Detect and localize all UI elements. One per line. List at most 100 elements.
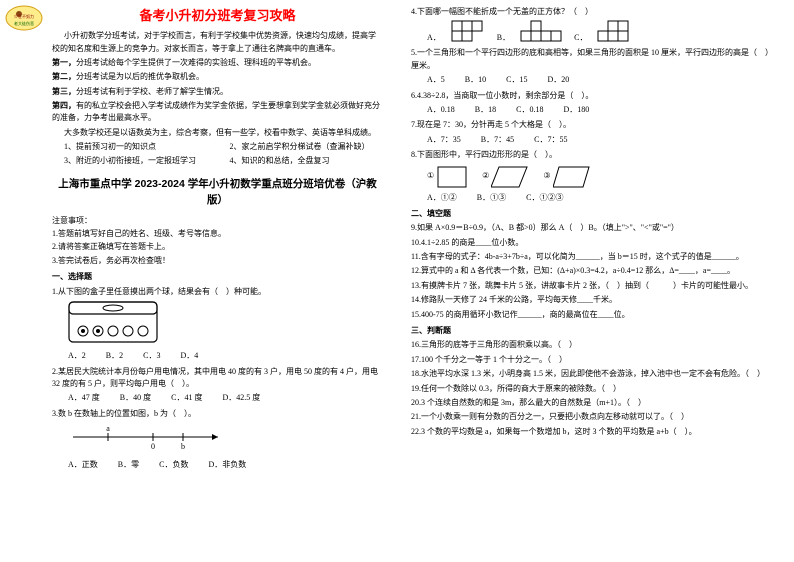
question-14: 14.修路队一天修了 24 千米的公路，平均每天修____千米。 [411, 294, 780, 306]
question-11: 11.含有字母的式子：4b-a÷3+7b÷a，可以化简为______，当 b＝1… [411, 251, 780, 263]
question-1: 1.从下图的盒子里任意摸出两个球，结果会有（ ）种可能。 [52, 286, 383, 298]
intro-p1: 小升初数学分班考试，对于学校而言，有利于学校集中优势资源，快速均匀成绩，提高学校… [52, 30, 383, 55]
rule2-label: 第二， [52, 72, 76, 81]
question-19: 19.任何一个数除以 0.3，所得的商大于原来的被除数。（ ） [411, 383, 780, 395]
notice-2: 2.请将答案正确填写在答题卡上。 [52, 241, 383, 253]
question-8: 8.下面图形中，平行四边形形的是（ ）。 [411, 149, 780, 161]
right-column: 4.下面哪一幅图不能折成一个无盖的正方体？（ ） A． B． C． [397, 0, 794, 562]
svg-text:少壮不努力: 少壮不努力 [14, 13, 34, 19]
section-1-head: 一、选择题 [52, 271, 383, 283]
q3-options: A．正数 B．零 C．负数 D．非负数 [68, 459, 383, 471]
question-7: 7.现在是 7：30，分针再走 5 个大格是（ ）。 [411, 119, 780, 131]
notice-header: 注意事项： [52, 215, 383, 227]
q4-net-b-icon [520, 20, 564, 44]
q6-opt-b: B．18 [475, 104, 496, 116]
q2-opt-a: A．47 度 [68, 392, 100, 404]
q1-opt-b: B．2 [106, 350, 123, 362]
question-5: 5.一个三角形和一个平行四边形的底和高相等，如果三角形的面积是 10 厘米，平行… [411, 47, 780, 72]
rule4-text: 有的私立学校会把入学考试成绩作为奖学金依据，学生要想拿到奖学金就必须做好充分的准… [52, 101, 380, 122]
rule2-text: 分班考试是为以后的推优争取机会。 [76, 72, 204, 81]
q3-opt-d: D．非负数 [208, 459, 246, 471]
svg-text:a: a [106, 424, 110, 433]
question-3: 3.数 b 在数轴上的位置如图，b 为（ ）。 [52, 408, 383, 420]
q5-opt-a: A．5 [427, 74, 445, 86]
logo-badge: 少壮不努力 老大徒伤悲 [4, 4, 44, 32]
q1-opt-a: A．2 [68, 350, 86, 362]
rule1-text: 分班考试给每个学生提供了一次难得的实验班、理科班的平等机会。 [76, 58, 316, 67]
q5-opt-b: B．10 [465, 74, 486, 86]
q5-opt-c: C．15 [506, 74, 527, 86]
q1-options: A．2 B．2 C．3 D．4 [68, 350, 383, 362]
notice-3: 3.答完试卷后，务必再次检查哦！ [52, 255, 383, 267]
question-4: 4.下面哪一幅图不能折成一个无盖的正方体？（ ） [411, 6, 780, 18]
q4-opt-c-label: C． [574, 32, 587, 44]
q8-opt-c: C．①②③ [526, 192, 563, 204]
q2-opt-b: B．40 度 [120, 392, 151, 404]
tip-4: 4、知识的和总结，全盘复习 [230, 155, 384, 167]
q3-opt-b: B．零 [118, 459, 139, 471]
rule-4: 第四，有的私立学校会把入学考试成绩作为奖学金依据，学生要想拿到奖学金就必须做好充… [52, 100, 383, 125]
q8-shape-2-icon [491, 165, 529, 189]
q1-figure [68, 301, 383, 347]
rule-1: 第一，分班考试给每个学生提供了一次难得的实验班、理科班的平等机会。 [52, 57, 383, 69]
header-title: 备考小升初分班考复习攻略 [52, 6, 383, 26]
q6-opt-d: D．180 [563, 104, 589, 116]
q8-shape-1-icon [436, 165, 468, 189]
tip-2: 2、家之前启学积分梯试卷（查漏补缺） [230, 141, 384, 153]
left-column: 备考小升初分班考复习攻略 小升初数学分班考试，对于学校而言，有利于学校集中优势资… [0, 0, 397, 562]
question-6: 6.4.38÷2.8，当商取一位小数时，剩余部分是（ ）。 [411, 90, 780, 102]
rule3-label: 第三， [52, 87, 76, 96]
intro-p2: 大多数学校还是以语数英为主，综合考察，但有一些学，校看中数学、英语等单科成绩。 [52, 127, 383, 139]
q8-figure: ① ② ③ [427, 165, 780, 189]
q6-opt-c: C．0.18 [516, 104, 543, 116]
question-22: 22.3 个数的平均数是 a，如果每一个数增加 b，这时 3 个数的平均数是 a… [411, 426, 780, 438]
q5-options: A．5 B．10 C．15 D．20 [427, 74, 780, 86]
q2-opt-c: C．41 度 [171, 392, 202, 404]
q4-opt-b: B． [497, 20, 564, 44]
section-2-head: 二、填空题 [411, 208, 780, 220]
q4-opt-a-label: A． [427, 32, 441, 44]
q6-opt-a: A．0.18 [427, 104, 455, 116]
question-20: 20.3 个连续自然数的和是 3m，那么最大的自然数是（m+1）。（ ） [411, 397, 780, 409]
tip-1: 1、提前预习初一的知识点 [64, 141, 218, 153]
exam-title: 上海市重点中学 2023-2024 学年小升初数学重点班分班培优卷（沪教版） [52, 176, 383, 209]
question-21: 21.一个小数乘一则有分数的百分之一，只要把小数点向左移动就可以了。（ ） [411, 411, 780, 423]
q8-options: A．①② B．①③ C．①②③ [427, 192, 780, 204]
q4-opt-c: C． [574, 20, 633, 44]
q7-opt-b: B．7：45 [481, 134, 514, 146]
question-12: 12.算式中的 a 和 Δ 各代表一个数，已知：(Δ+a)×0.3=4.2，a÷… [411, 265, 780, 277]
question-17: 17.100 个千分之一等于 1 个十分之一。（ ） [411, 354, 780, 366]
q3-opt-a: A．正数 [68, 459, 98, 471]
q6-options: A．0.18 B．18 C．0.18 D．180 [427, 104, 780, 116]
question-18: 18.水池平均水深 1.3 米，小明身高 1.5 米，因此即使他不会游泳，掉入池… [411, 368, 780, 380]
notice-1: 1.答题前填写好自己的姓名、班级、考号等信息。 [52, 228, 383, 240]
q4-net-c-icon [597, 20, 633, 44]
q1-opt-c: C．3 [143, 350, 160, 362]
question-13: 13.有摸牌卡片 7 张，跳舞卡片 5 张，讲故事卡片 2 张，（ ）抽到（ ）… [411, 280, 780, 292]
question-10: 10.4.1÷2.85 的商是____位小数。 [411, 237, 780, 249]
q8-shape-3-icon [553, 165, 591, 189]
svg-text:老大徒伤悲: 老大徒伤悲 [14, 20, 34, 26]
rule3-text: 分班考试有利于学校、老师了解学生情况。 [76, 87, 228, 96]
q4-opt-b-label: B． [497, 32, 510, 44]
question-2: 2.某居民大院统计本月份每户用电情况，其中用电 40 度的有 3 户，用电 50… [52, 366, 383, 391]
question-9: 9.如果 A×0.9＝B÷0.9，（A、B 都>0）那么 A（ ）B。（填上">… [411, 222, 780, 234]
question-16: 16.三角形的底等于三角形的面积乘以高。（ ） [411, 339, 780, 351]
q7-opt-a: A．7：35 [427, 134, 461, 146]
tip-3: 3、附近的小初衔接班，一定报班学习 [64, 155, 218, 167]
q2-options: A．47 度 B．40 度 C．41 度 D．42.5 度 [68, 392, 383, 404]
rule-3: 第三，分班考试有利于学校、老师了解学生情况。 [52, 86, 383, 98]
section-3-head: 三、判断题 [411, 325, 780, 337]
q8-opt-a: A．①② [427, 192, 457, 204]
q3-opt-c: C．负数 [159, 459, 188, 471]
q3-figure: a 0 b [68, 423, 383, 455]
q7-options: A．7：35 B．7：45 C．7：55 [427, 134, 780, 146]
q7-opt-c: C．7：55 [534, 134, 567, 146]
svg-text:b: b [181, 442, 185, 451]
svg-text:0: 0 [151, 442, 155, 451]
rule-2: 第二，分班考试是为以后的推优争取机会。 [52, 71, 383, 83]
q4-net-a-icon [451, 20, 487, 44]
q5-opt-d: D．20 [547, 74, 569, 86]
q1-opt-d: D．4 [180, 350, 198, 362]
rule4-label: 第四， [52, 101, 76, 110]
